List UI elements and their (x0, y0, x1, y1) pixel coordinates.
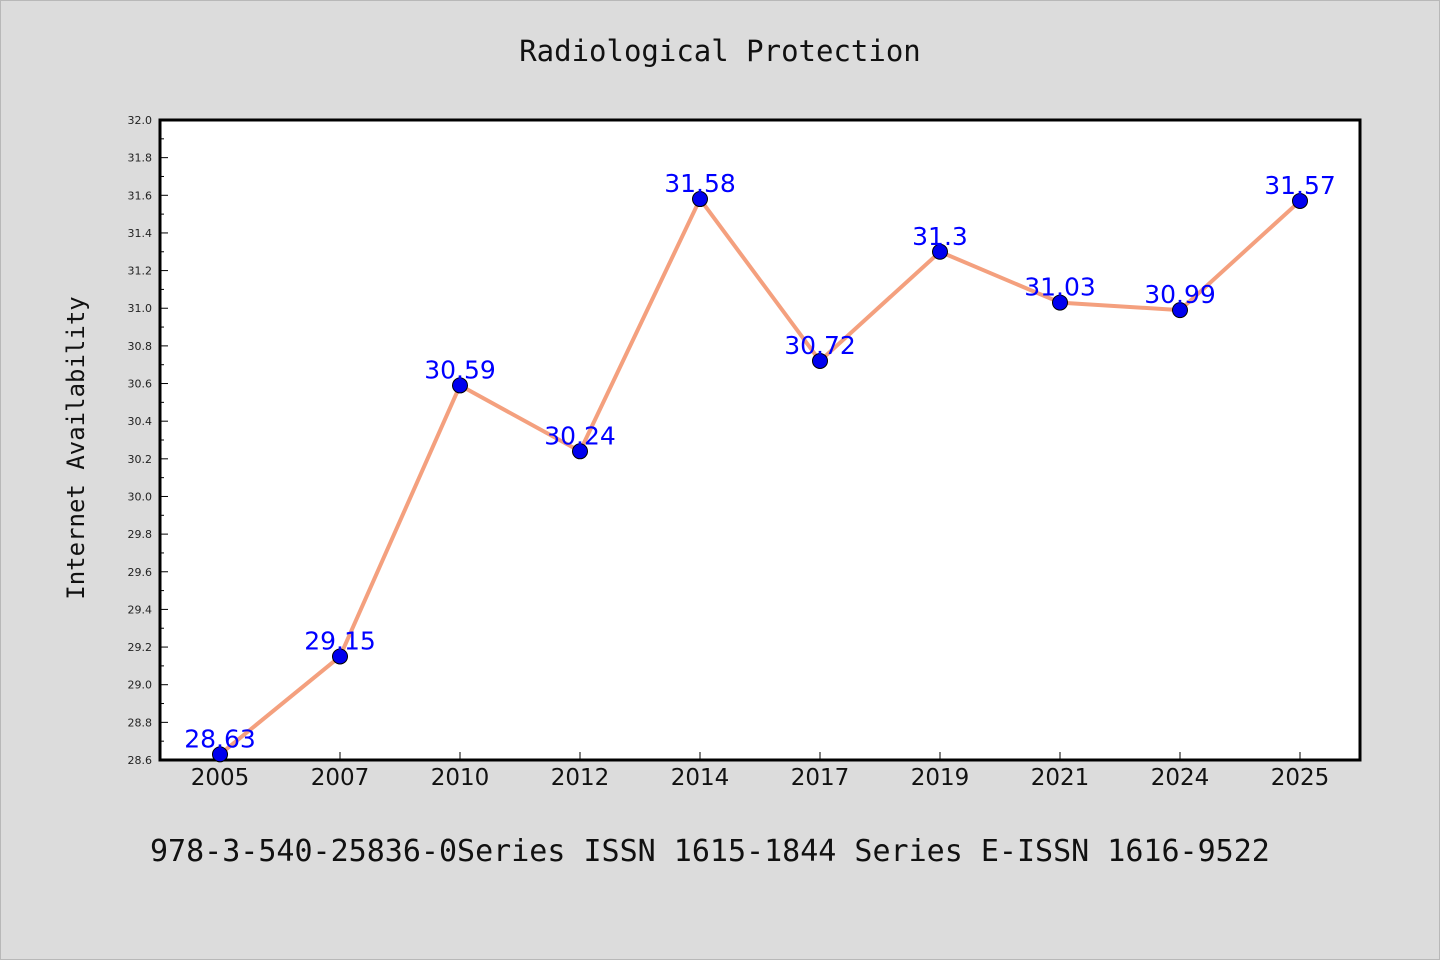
x-tick-label: 2010 (431, 765, 490, 791)
data-point (452, 377, 468, 394)
data-point (212, 746, 228, 763)
data-label: 31.3 (912, 222, 968, 251)
y-tick-label: 29.4 (128, 603, 153, 616)
data-label: 29.15 (304, 626, 376, 655)
y-tick-label: 32.0 (128, 114, 153, 127)
data-label: 28.63 (184, 724, 256, 753)
y-axis-label: Internet Availability (62, 296, 90, 599)
x-axis: 2005 2007 2010 2012 2014 2017 2019 2021 2024 2025 (191, 752, 1330, 791)
series-path (218, 197, 1302, 756)
plot-area (158, 118, 1362, 762)
x-tick-label: 2007 (311, 765, 370, 791)
data-point (932, 243, 948, 260)
data-point (692, 191, 708, 208)
data-label: 30.59 (424, 355, 496, 384)
y-axis: 28.6 28.8 29.0 29.2 29.4 29.6 29.8 30.0 30.2 30.4… (128, 114, 168, 767)
y-tick-label: 30.2 (128, 453, 153, 466)
data-label: 30.24 (544, 421, 616, 450)
series-line (212, 191, 1308, 763)
x-tick-label: 2005 (191, 765, 250, 791)
y-tick-label: 31.4 (128, 227, 153, 240)
data-labels: 28.63 29.15 30.59 30.24 31.58 30.72 31.3 31.03 3… (184, 169, 1336, 753)
y-tick-label: 31.2 (128, 265, 153, 278)
x-tick-label: 2014 (671, 765, 730, 791)
y-tick-label: 30.0 (128, 490, 153, 503)
x-tick-label: 2019 (911, 765, 970, 791)
data-point (812, 352, 828, 369)
chart-title: Radiological Protection (519, 34, 921, 68)
x-tick-label: 2021 (1031, 765, 1090, 791)
data-label: 31.03 (1024, 273, 1096, 302)
y-tick-label: 31.8 (128, 152, 153, 165)
data-label: 31.58 (664, 169, 736, 198)
data-label: 30.99 (1144, 280, 1216, 309)
data-label: 31.57 (1264, 171, 1336, 200)
data-point (332, 648, 348, 665)
y-tick-label: 29.8 (128, 528, 153, 541)
data-point (572, 443, 588, 460)
data-point (1052, 294, 1068, 311)
x-tick-label: 2025 (1271, 765, 1330, 791)
x-tick-label: 2024 (1151, 765, 1210, 791)
y-tick-label: 31.0 (128, 302, 153, 315)
data-point (1172, 302, 1188, 319)
y-tick-label: 28.6 (128, 754, 153, 767)
y-tick-label: 30.6 (128, 378, 153, 391)
x-tick-label: 2012 (551, 765, 610, 791)
data-point (1292, 192, 1308, 209)
y-tick-label: 28.8 (128, 716, 153, 729)
y-tick-label: 29.0 (128, 679, 153, 692)
y-tick-label: 30.8 (128, 340, 153, 353)
y-tick-label: 29.2 (128, 641, 153, 654)
y-tick-label: 30.4 (128, 415, 153, 428)
y-tick-label: 31.6 (128, 189, 153, 202)
x-tick-label: 2017 (791, 765, 850, 791)
isbn-footer: 978-3-540-25836-0Series ISSN 1615-1844 S… (150, 834, 1270, 869)
data-label: 30.72 (784, 331, 856, 360)
y-tick-label: 29.6 (128, 566, 153, 579)
